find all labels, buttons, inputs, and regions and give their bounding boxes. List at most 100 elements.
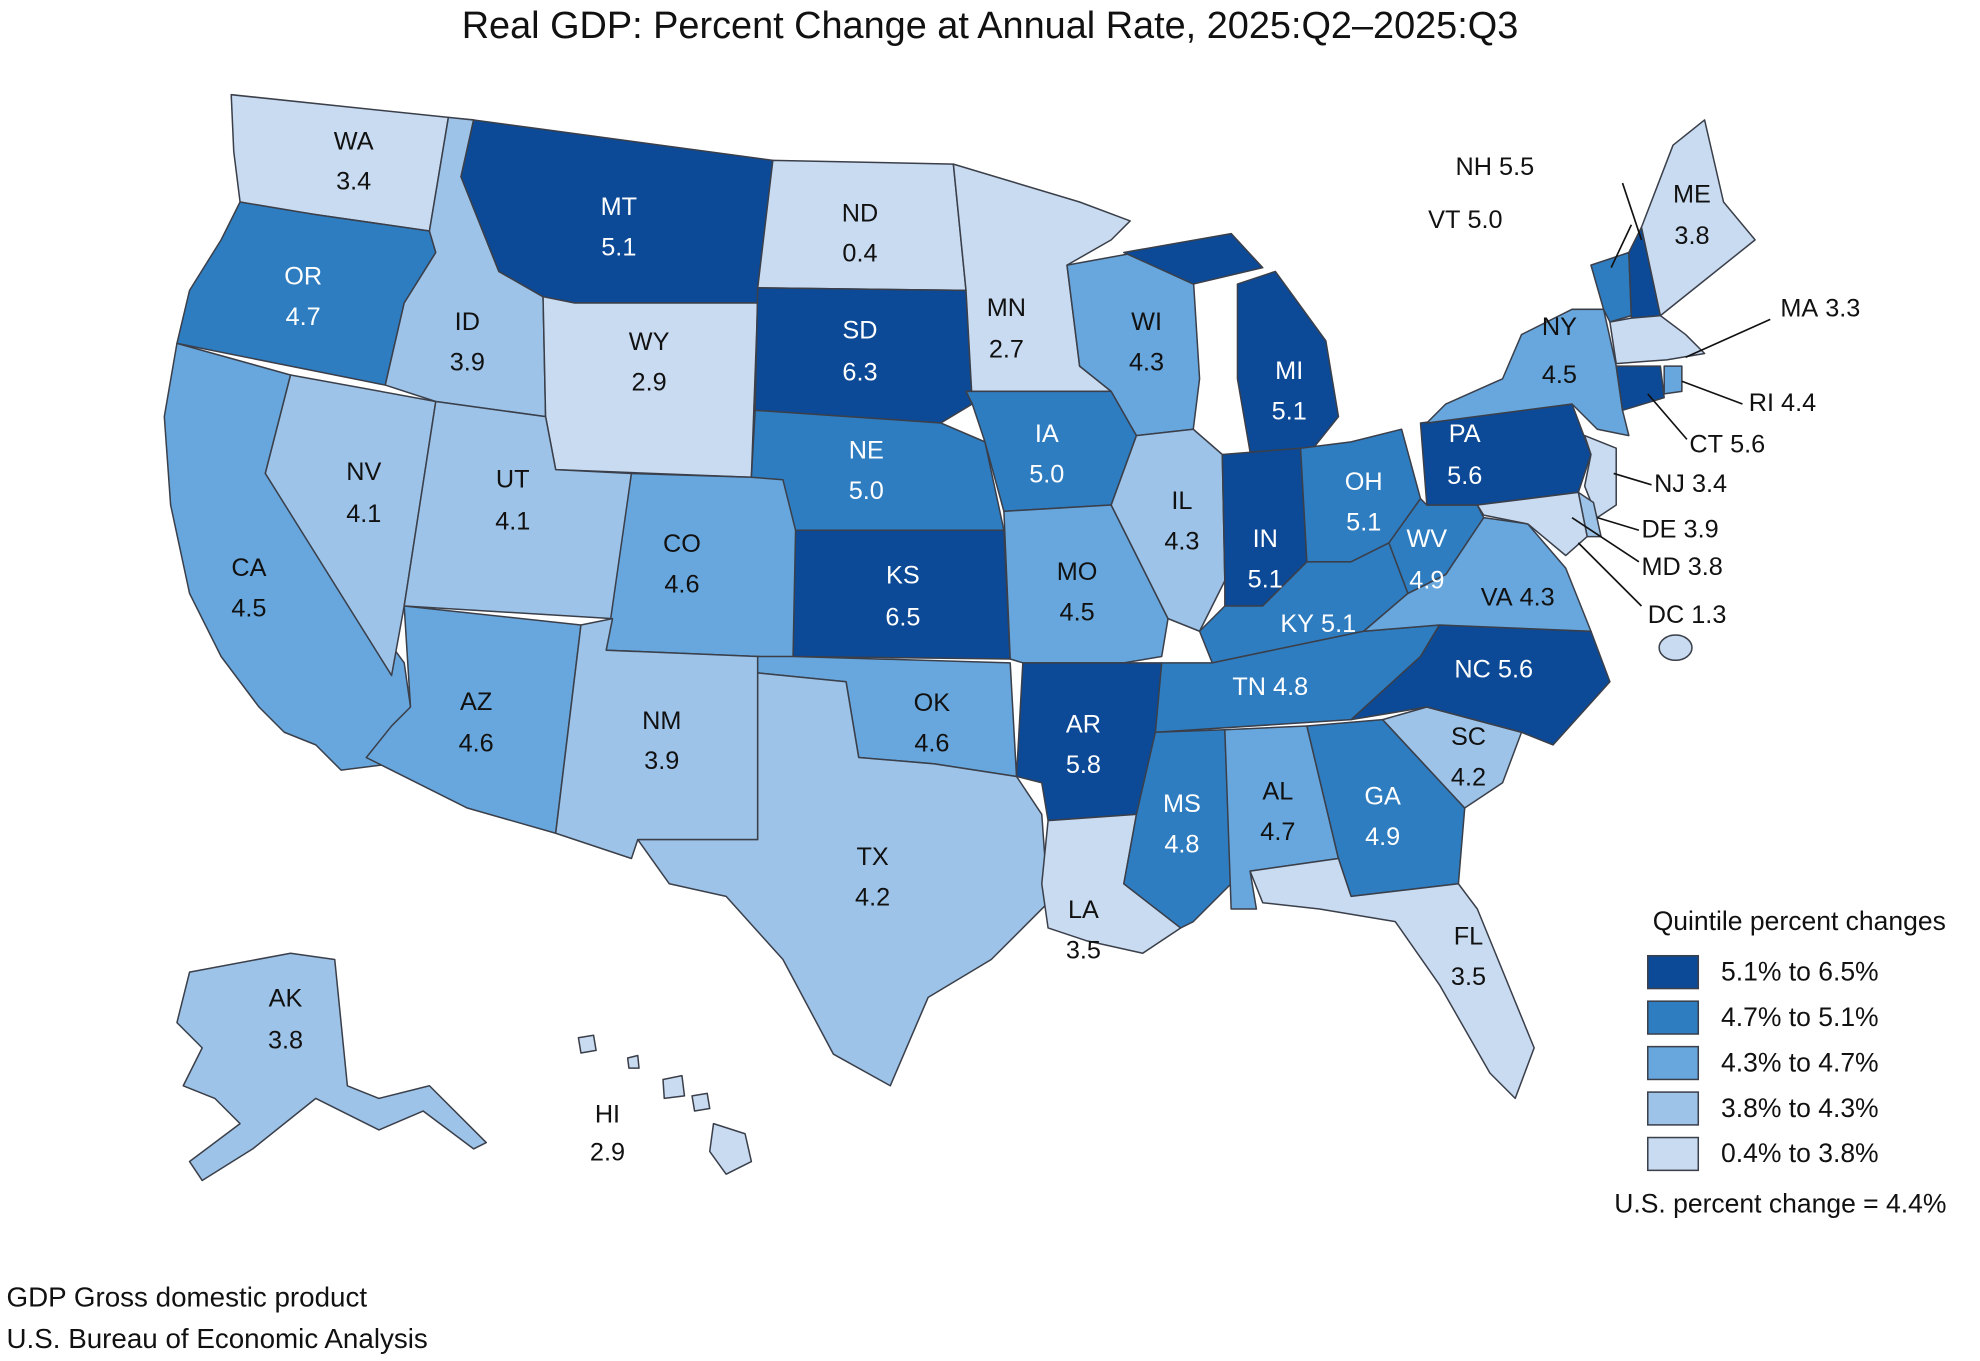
state-value: 4.3 xyxy=(1164,528,1199,556)
state-value: 4.7 xyxy=(286,303,321,331)
state-value: 3.5 xyxy=(1066,937,1101,965)
state-value: 3.4 xyxy=(336,168,371,196)
us-note: U.S. percent change = 4.4% xyxy=(1614,1189,1946,1219)
state-abbr: WV xyxy=(1406,525,1447,553)
state-label: NJ 3.4 xyxy=(1654,469,1727,497)
state-labels: WA 3.4 OR 4.7 CA 4.5 NV 4.1 ID 3.9 MT 5.1 WY 2.9 UT 4.1… xyxy=(231,127,1860,1166)
state-value: 0.4 xyxy=(842,240,877,268)
legend-label: 4.7% to 5.1% xyxy=(1721,1002,1879,1032)
state-abbr: MS xyxy=(1163,790,1201,818)
legend-label: 4.3% to 4.7% xyxy=(1721,1047,1879,1077)
state-abbr: VA xyxy=(1481,583,1513,611)
state-shape xyxy=(554,617,759,860)
state-value: 4.3 xyxy=(1129,348,1164,376)
state-abbr: IL xyxy=(1171,487,1192,515)
state-abbr: MD xyxy=(1641,553,1680,581)
legend-label: 0.4% to 3.8% xyxy=(1721,1138,1879,1168)
states xyxy=(163,93,1756,1182)
state-shape xyxy=(1381,706,1523,809)
state-abbr: SC xyxy=(1451,723,1486,751)
state-value: 2.9 xyxy=(590,1139,625,1167)
leader-line xyxy=(1685,318,1771,359)
map-title: Real GDP: Percent Change at Annual Rate,… xyxy=(462,5,1519,47)
state-abbr: LA xyxy=(1068,896,1099,924)
state-value: 4.9 xyxy=(1409,567,1444,595)
leader-line xyxy=(1597,516,1640,532)
footer-note: GDP Gross domestic product xyxy=(6,1281,367,1312)
legend-swatch xyxy=(1647,1045,1700,1081)
state-abbr: NJ xyxy=(1654,469,1685,497)
state-abbr: NY xyxy=(1542,313,1577,341)
leader-line xyxy=(1613,472,1652,486)
state-abbr: WA xyxy=(334,127,374,155)
state-value: 5.0 xyxy=(1029,461,1064,489)
state-label: MA 3.3 xyxy=(1780,294,1860,322)
state-value: 3.5 xyxy=(1451,963,1486,991)
state-shape xyxy=(1426,308,1630,437)
state-value: 5.1 xyxy=(1321,610,1356,638)
legend-label: 3.8% to 4.3% xyxy=(1721,1093,1879,1123)
state-shape xyxy=(1476,491,1588,557)
state-value: 3.9 xyxy=(644,747,679,775)
state-value: 5.5 xyxy=(1499,153,1534,181)
state-abbr: NV xyxy=(346,458,381,486)
state-value: 5.6 xyxy=(1498,655,1533,683)
state-value: 3.8 xyxy=(268,1026,303,1054)
state-abbr: NC xyxy=(1454,655,1490,683)
state-value: 5.0 xyxy=(849,477,884,505)
state-label: KY 5.1 xyxy=(1280,610,1356,638)
state-value: 3.3 xyxy=(1825,294,1860,322)
state-value: 4.6 xyxy=(459,730,494,758)
legend-label: 5.1% to 6.5% xyxy=(1721,956,1879,986)
state-shape xyxy=(577,1034,753,1175)
state-value: 4.3 xyxy=(1520,583,1555,611)
state-abbr: CO xyxy=(663,530,701,558)
state-label: VT 5.0 xyxy=(1428,206,1502,234)
state-abbr: ME xyxy=(1673,180,1711,208)
state-shape xyxy=(264,374,437,677)
state-abbr: UT xyxy=(496,466,530,494)
state-value: 4.6 xyxy=(914,730,949,758)
state-value: 3.9 xyxy=(450,348,485,376)
state-value: 5.1 xyxy=(601,233,636,261)
state-value: 2.9 xyxy=(632,368,667,396)
state-value: 3.9 xyxy=(1684,515,1719,543)
state-abbr: RI xyxy=(1749,389,1774,417)
state-abbr: TX xyxy=(856,843,888,871)
state-label: NC 5.6 xyxy=(1454,655,1533,683)
state-value: 2.7 xyxy=(989,336,1024,364)
state-shape xyxy=(176,952,488,1182)
state-value: 6.5 xyxy=(885,603,920,631)
footer-source: U.S. Bureau of Economic Analysis xyxy=(6,1323,427,1354)
state-abbr: SD xyxy=(842,317,877,345)
state-abbr: VT xyxy=(1428,206,1460,234)
state-label: RI 4.4 xyxy=(1749,389,1816,417)
legend-swatch xyxy=(1647,954,1700,990)
state-shape xyxy=(1350,624,1611,746)
state-value: 3.8 xyxy=(1674,222,1709,250)
state-value: 1.3 xyxy=(1691,601,1726,629)
state-shape xyxy=(1609,314,1706,365)
state-shape xyxy=(1590,251,1633,323)
legend-swatch xyxy=(1647,1000,1700,1035)
legend-swatch xyxy=(1647,1091,1700,1126)
state-abbr: MN xyxy=(987,294,1026,322)
state-value: 4.5 xyxy=(231,594,266,622)
state-abbr: AK xyxy=(269,985,303,1013)
state-shape xyxy=(1663,365,1683,395)
state-abbr: HI xyxy=(595,1101,620,1129)
state-value: 5.6 xyxy=(1447,462,1482,490)
state-value: 4.4 xyxy=(1781,389,1816,417)
legend: Quintile percent changes U.S. percent ch… xyxy=(1614,906,1946,1219)
state-value: 6.3 xyxy=(842,358,877,386)
state-abbr: OH xyxy=(1345,468,1383,496)
state-abbr: MT xyxy=(601,193,637,221)
leader-line xyxy=(1577,542,1643,607)
state-label: DC 1.3 xyxy=(1648,601,1727,629)
state-value: 4.5 xyxy=(1060,598,1095,626)
state-shape xyxy=(636,672,1049,1087)
leader-line xyxy=(1610,224,1633,269)
state-shape xyxy=(1640,119,1756,317)
